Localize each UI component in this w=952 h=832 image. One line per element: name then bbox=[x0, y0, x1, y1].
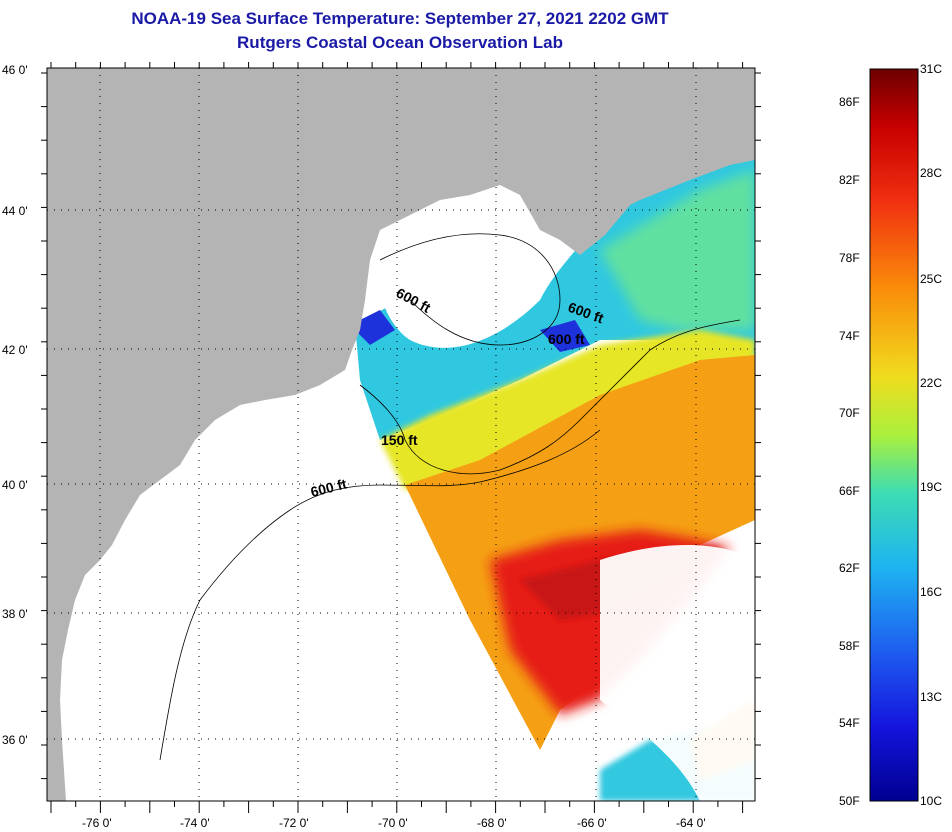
celsius-label: 13C bbox=[920, 690, 942, 704]
fahrenheit-label: 78F bbox=[839, 251, 860, 265]
lon-label: -64 0' bbox=[676, 816, 706, 830]
us-mainland bbox=[47, 68, 755, 801]
canada-north bbox=[540, 68, 755, 130]
fahrenheit-label: 62F bbox=[839, 561, 860, 575]
celsius-label: 31C bbox=[920, 62, 942, 76]
fahrenheit-label: 66F bbox=[839, 484, 860, 498]
contour-150ft bbox=[359, 319, 741, 475]
bathymetry-contours bbox=[159, 233, 741, 761]
lon-label: -76 0' bbox=[82, 816, 112, 830]
lat-label: 46 0' bbox=[2, 63, 28, 77]
fahrenheit-label: 74F bbox=[839, 329, 860, 343]
fahrenheit-label: 54F bbox=[839, 716, 860, 730]
cool-water-region bbox=[355, 140, 755, 440]
land-mass bbox=[47, 68, 755, 801]
lat-label: 40 0' bbox=[2, 478, 28, 492]
color-scale-labels: 86F 82F 78F 74F 70F 66F 62F 58F 54F 50F … bbox=[839, 62, 942, 807]
map-frame bbox=[46, 67, 756, 802]
cloud-southeast bbox=[600, 545, 755, 801]
warm-front-region bbox=[380, 330, 755, 490]
axis-ticks bbox=[41, 62, 761, 813]
depth-label: 600 ft bbox=[548, 331, 585, 347]
fahrenheit-label: 58F bbox=[839, 639, 860, 653]
depth-label: 150 ft bbox=[381, 432, 418, 448]
cold-patch-georges bbox=[540, 320, 590, 352]
lon-label: -74 0' bbox=[180, 816, 210, 830]
fahrenheit-label: 82F bbox=[839, 173, 860, 187]
lon-label: -72 0' bbox=[279, 816, 309, 830]
contour-600ft-basin bbox=[379, 233, 561, 346]
lat-label: 38 0' bbox=[2, 607, 28, 621]
contour-600ft-shelf bbox=[159, 429, 601, 761]
longitude-labels: -76 0' -74 0' -72 0' -70 0' -68 0' -66 0… bbox=[82, 816, 706, 830]
lon-label: -68 0' bbox=[477, 816, 507, 830]
celsius-label: 25C bbox=[920, 272, 942, 286]
color-scale-bar bbox=[869, 68, 919, 802]
latitude-labels: 46 0' 44 0' 42 0' 40 0' 38 0' 36 0' bbox=[2, 63, 28, 747]
celsius-label: 10C bbox=[920, 794, 942, 807]
lat-label: 44 0' bbox=[2, 204, 28, 218]
fahrenheit-label: 86F bbox=[839, 95, 860, 109]
color-legend: 86F 82F 78F 74F 70F 66F 62F 58F 54F 50F … bbox=[839, 62, 942, 807]
map-title: NOAA-19 Sea Surface Temperature: Septemb… bbox=[131, 9, 669, 28]
mild-water-region bbox=[600, 170, 755, 330]
lat-label: 42 0' bbox=[2, 343, 28, 357]
celsius-label: 22C bbox=[920, 376, 942, 390]
map-image: 600 ft 600 ft 600 ft 150 ft 600 ft bbox=[47, 68, 755, 801]
lon-label: -70 0' bbox=[378, 816, 408, 830]
lon-label: -66 0' bbox=[577, 816, 607, 830]
lat-label: 36 0' bbox=[2, 733, 28, 747]
map-subtitle: Rutgers Coastal Ocean Observation Lab bbox=[237, 33, 563, 52]
celsius-label: 19C bbox=[920, 480, 942, 494]
fahrenheit-label: 70F bbox=[839, 406, 860, 420]
fahrenheit-label: 50F bbox=[839, 794, 860, 807]
celsius-label: 28C bbox=[920, 166, 942, 180]
celsius-label: 16C bbox=[920, 585, 942, 599]
cold-patch-cape-ann bbox=[350, 310, 395, 345]
nova-scotia bbox=[640, 150, 755, 200]
